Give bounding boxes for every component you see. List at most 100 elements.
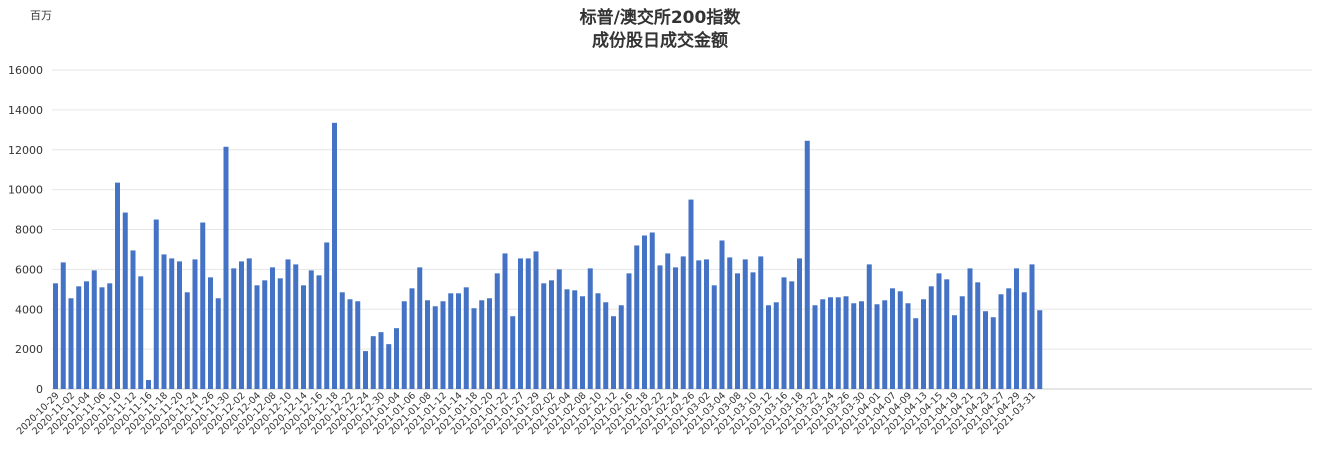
- bar: [688, 199, 694, 389]
- bar: [246, 258, 252, 389]
- bar: [983, 311, 988, 389]
- bar: [866, 264, 872, 389]
- bar: [138, 276, 144, 389]
- bar: [843, 296, 849, 389]
- bar: [332, 122, 337, 389]
- y-tick-label: 6000: [15, 263, 43, 276]
- bar: [727, 257, 733, 389]
- bar: [634, 245, 640, 389]
- bar: [223, 146, 229, 389]
- bar: [308, 270, 314, 389]
- bar: [781, 277, 787, 389]
- y-axis-unit-label: 百万: [30, 9, 52, 22]
- bar: [386, 344, 392, 389]
- y-tick-label: 16000: [8, 64, 43, 77]
- bar: [432, 306, 438, 389]
- bar: [254, 285, 260, 389]
- bar: [270, 267, 275, 389]
- bar: [231, 268, 237, 389]
- bar: [766, 305, 771, 389]
- bar: [448, 293, 454, 389]
- bar: [99, 287, 105, 389]
- bar: [673, 267, 678, 389]
- bar: [967, 268, 973, 389]
- bar: [804, 140, 810, 389]
- bar: [611, 316, 616, 389]
- bar: [169, 258, 175, 389]
- bar: [835, 297, 841, 389]
- bar: [177, 261, 182, 389]
- y-tick-label: 2000: [15, 343, 43, 356]
- bar: [859, 301, 864, 389]
- bar: [820, 299, 826, 389]
- bar: [952, 315, 957, 389]
- bar: [1029, 264, 1035, 389]
- bar: [587, 268, 593, 389]
- bar: [122, 212, 128, 389]
- bar: [541, 283, 547, 389]
- bar: [936, 273, 942, 389]
- bar: [851, 303, 857, 389]
- bar: [897, 291, 903, 389]
- bar: [626, 273, 632, 389]
- bar: [355, 301, 361, 389]
- bar: [115, 182, 120, 389]
- bar: [797, 258, 802, 389]
- y-axis-ticks: 0 2000 4000 6000 8000 10000 12000 14000 16000: [8, 64, 43, 396]
- bar: [928, 286, 934, 389]
- bar: [642, 235, 647, 389]
- bar: [1014, 268, 1019, 389]
- bar: [316, 275, 322, 389]
- bar: [773, 302, 779, 389]
- bar: [556, 269, 562, 390]
- bar: [649, 232, 655, 389]
- bar: [394, 328, 399, 389]
- bar: [425, 300, 430, 389]
- bar: [975, 282, 981, 389]
- bar: [750, 272, 756, 389]
- bar: [192, 259, 198, 389]
- bar: [735, 273, 740, 389]
- x-axis-ticks: 2020-10-292020-11-022020-11-042020-11-06…: [15, 390, 1038, 437]
- bar: [1037, 310, 1043, 389]
- chart-title-line1: 标普/澳交所200指数: [580, 7, 742, 28]
- bar: [1021, 292, 1027, 389]
- bar: [665, 253, 671, 389]
- bar: [944, 279, 950, 389]
- bar: [618, 305, 624, 389]
- bar: [874, 304, 880, 389]
- bar: [130, 250, 136, 389]
- bar: [525, 258, 531, 389]
- chart-title-line2: 成份股日成交金额: [592, 30, 728, 51]
- bar: [146, 380, 151, 389]
- bar: [456, 293, 461, 389]
- bar: [882, 300, 888, 389]
- bar: [711, 285, 717, 389]
- bar: [370, 336, 376, 389]
- bar: [277, 278, 283, 389]
- bars: [53, 122, 1043, 390]
- bar: [742, 259, 748, 389]
- y-tick-label: 4000: [15, 303, 43, 316]
- bar: [84, 281, 89, 389]
- bar: [91, 270, 97, 389]
- bar: [161, 254, 167, 389]
- y-tick-label: 8000: [15, 224, 43, 237]
- bar: [68, 298, 74, 389]
- bar: [487, 298, 492, 389]
- bar: [510, 316, 516, 389]
- y-tick-label: 12000: [8, 144, 43, 157]
- bar: [704, 259, 709, 389]
- bar: [285, 259, 291, 389]
- bar: [200, 222, 206, 389]
- bar: [998, 294, 1004, 389]
- bar: [828, 297, 833, 389]
- bar: [401, 301, 407, 389]
- bar: [409, 288, 415, 389]
- bar: [293, 264, 299, 389]
- bar: [657, 265, 663, 389]
- bar: [440, 301, 446, 389]
- y-tick-label: 0: [36, 383, 43, 396]
- bar: [60, 262, 66, 389]
